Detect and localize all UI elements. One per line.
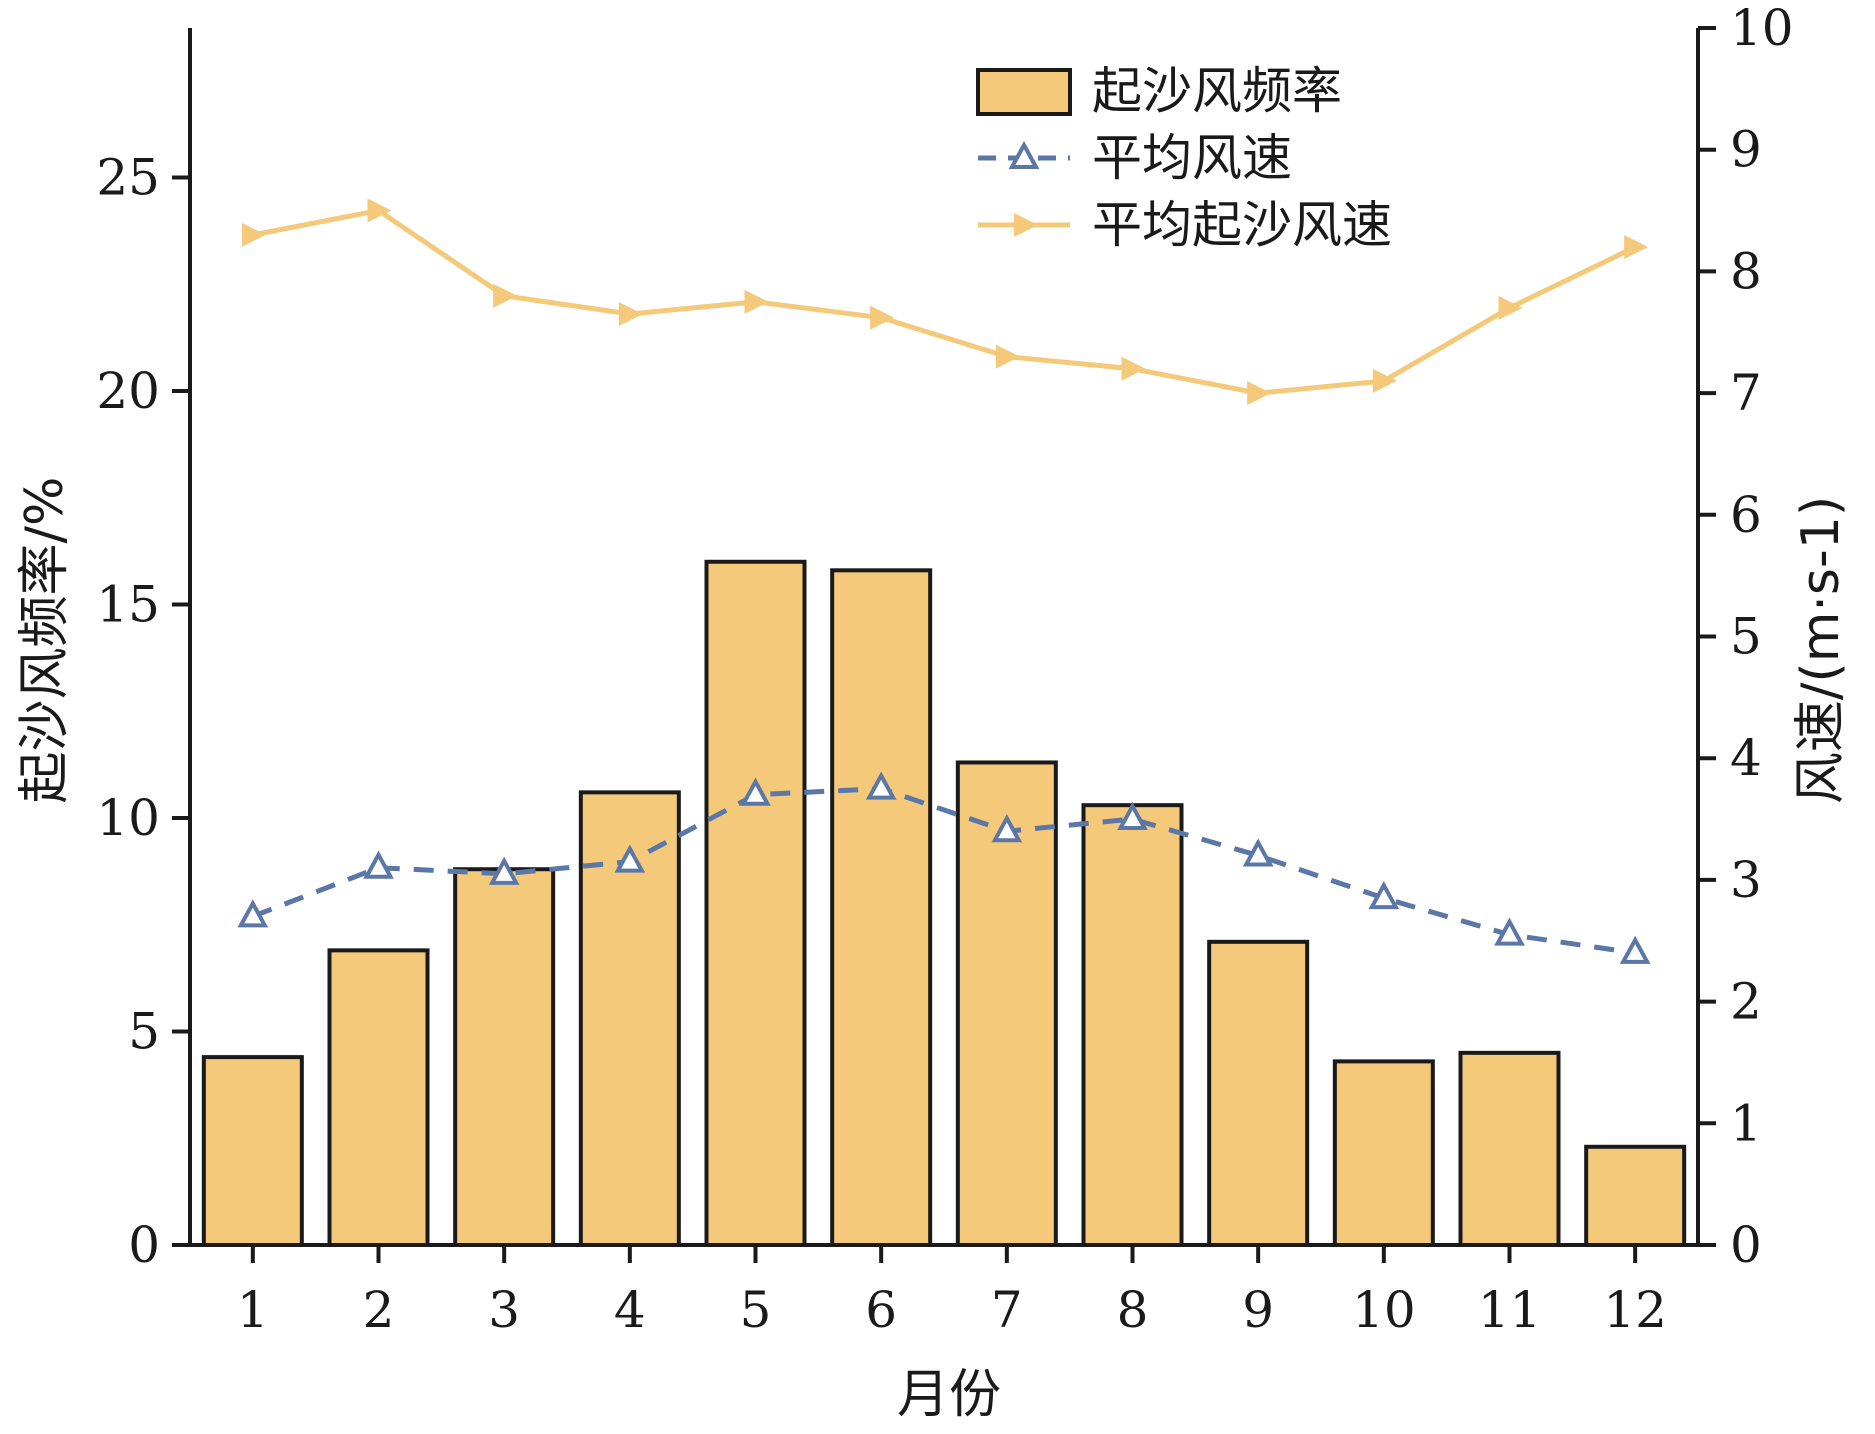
right-tick-label-3: 3 <box>1730 851 1762 909</box>
left-tick-label-10: 10 <box>96 789 160 847</box>
bar-series <box>201 559 1687 1248</box>
x-tick-label-6: 6 <box>865 1281 897 1339</box>
left-axis-ticks: 0 5 10 15 20 25 <box>96 148 190 1274</box>
bar-7 <box>955 760 1058 1247</box>
left-tick-label-5: 5 <box>128 1002 160 1060</box>
bar-12 <box>1584 1144 1687 1248</box>
bar-6 <box>830 568 933 1247</box>
x-tick-label-7: 7 <box>991 1281 1023 1339</box>
right-tick-label-7: 7 <box>1730 364 1762 422</box>
point-avg-wind-speed-9 <box>1242 838 1274 867</box>
bar-1 <box>201 1055 304 1248</box>
point-sand-wind-speed-9 <box>1247 381 1272 406</box>
point-sand-wind-speed-4 <box>618 301 643 326</box>
line-sand-wind-speed <box>252 207 1637 396</box>
line-avg-wind-speed <box>251 786 1636 956</box>
legend: 起沙风频率 平均风速 平均起沙风速 <box>976 62 1392 254</box>
point-avg-wind-speed-11 <box>1494 917 1525 946</box>
line-series <box>237 198 1651 964</box>
legend-label-sand-speed: 平均起沙风速 <box>1092 196 1392 254</box>
point-avg-wind-speed-5 <box>740 777 771 806</box>
x-tick-label-11: 11 <box>1478 1281 1542 1339</box>
x-tick-label-9: 9 <box>1242 1281 1274 1339</box>
point-sand-wind-speed-5 <box>744 289 769 314</box>
point-sand-wind-speed-8 <box>1121 356 1146 381</box>
right-tick-label-8: 8 <box>1730 242 1762 300</box>
right-tick-label-10: 10 <box>1730 0 1794 57</box>
point-sand-wind-speed-6 <box>870 305 895 330</box>
point-avg-wind-speed-7 <box>991 814 1023 843</box>
right-tick-label-6: 6 <box>1730 486 1762 544</box>
bar-3 <box>453 867 556 1247</box>
bar-8 <box>1081 803 1184 1247</box>
bar-9 <box>1207 939 1310 1248</box>
point-sand-wind-speed-3 <box>493 283 518 308</box>
left-tick-label-20: 20 <box>96 362 160 420</box>
point-sand-wind-speed-7 <box>995 344 1020 369</box>
right-tick-label-0: 0 <box>1730 1216 1762 1274</box>
point-sand-wind-speed-12 <box>1624 235 1649 260</box>
point-avg-wind-speed-4 <box>614 844 646 873</box>
right-tick-label-2: 2 <box>1730 973 1762 1031</box>
right-tick-label-9: 9 <box>1730 121 1762 179</box>
point-sand-wind-speed-2 <box>367 198 392 223</box>
x-tick-label-8: 8 <box>1117 1281 1149 1339</box>
right-tick-label-1: 1 <box>1730 1094 1762 1152</box>
point-avg-wind-speed-10 <box>1368 880 1400 910</box>
point-avg-wind-speed-12 <box>1619 935 1651 964</box>
x-tick-label-10: 10 <box>1352 1281 1416 1339</box>
left-tick-label-0: 0 <box>128 1216 160 1274</box>
x-tick-label-5: 5 <box>740 1281 772 1339</box>
point-sand-wind-speed-11 <box>1498 295 1523 320</box>
left-tick-label-15: 15 <box>96 575 160 633</box>
right-tick-label-5: 5 <box>1730 608 1762 666</box>
left-axis-title: 起沙风频率/% <box>15 477 75 804</box>
bar-5 <box>704 559 807 1247</box>
point-avg-wind-speed-3 <box>488 856 520 885</box>
x-tick-label-2: 2 <box>363 1281 395 1339</box>
right-tick-label-4: 4 <box>1730 729 1762 787</box>
x-tick-label-4: 4 <box>614 1281 646 1339</box>
right-axis-title: 风速/(m·s-1) <box>1791 496 1851 804</box>
x-axis-title: 月份 <box>897 1365 1001 1425</box>
legend-label-avg-speed: 平均风速 <box>1092 129 1292 187</box>
point-sand-wind-speed-1 <box>241 222 266 247</box>
legend-marker-avg-speed <box>1008 140 1040 169</box>
point-avg-wind-speed-1 <box>237 899 269 928</box>
point-avg-wind-speed-6 <box>865 771 897 800</box>
legend-label-bar: 起沙风频率 <box>1092 62 1342 120</box>
point-avg-wind-speed-2 <box>363 850 394 879</box>
x-axis-ticks: 1 2 3 4 5 6 7 8 9 10 11 12 <box>237 1245 1667 1339</box>
legend-marker-sand-speed <box>1014 213 1038 237</box>
right-axis-ticks: 0 1 2 3 4 5 6 7 8 9 10 <box>1698 0 1794 1274</box>
point-sand-wind-speed-10 <box>1372 368 1397 393</box>
x-tick-label-3: 3 <box>488 1281 520 1339</box>
left-tick-label-25: 25 <box>96 148 160 206</box>
x-tick-label-1: 1 <box>237 1281 269 1339</box>
bar-11 <box>1458 1050 1561 1248</box>
bar-2 <box>327 948 430 1248</box>
bar-10 <box>1332 1059 1435 1247</box>
point-avg-wind-speed-8 <box>1117 801 1148 831</box>
legend-swatch-bar <box>976 68 1072 116</box>
x-tick-label-12: 12 <box>1603 1281 1667 1339</box>
